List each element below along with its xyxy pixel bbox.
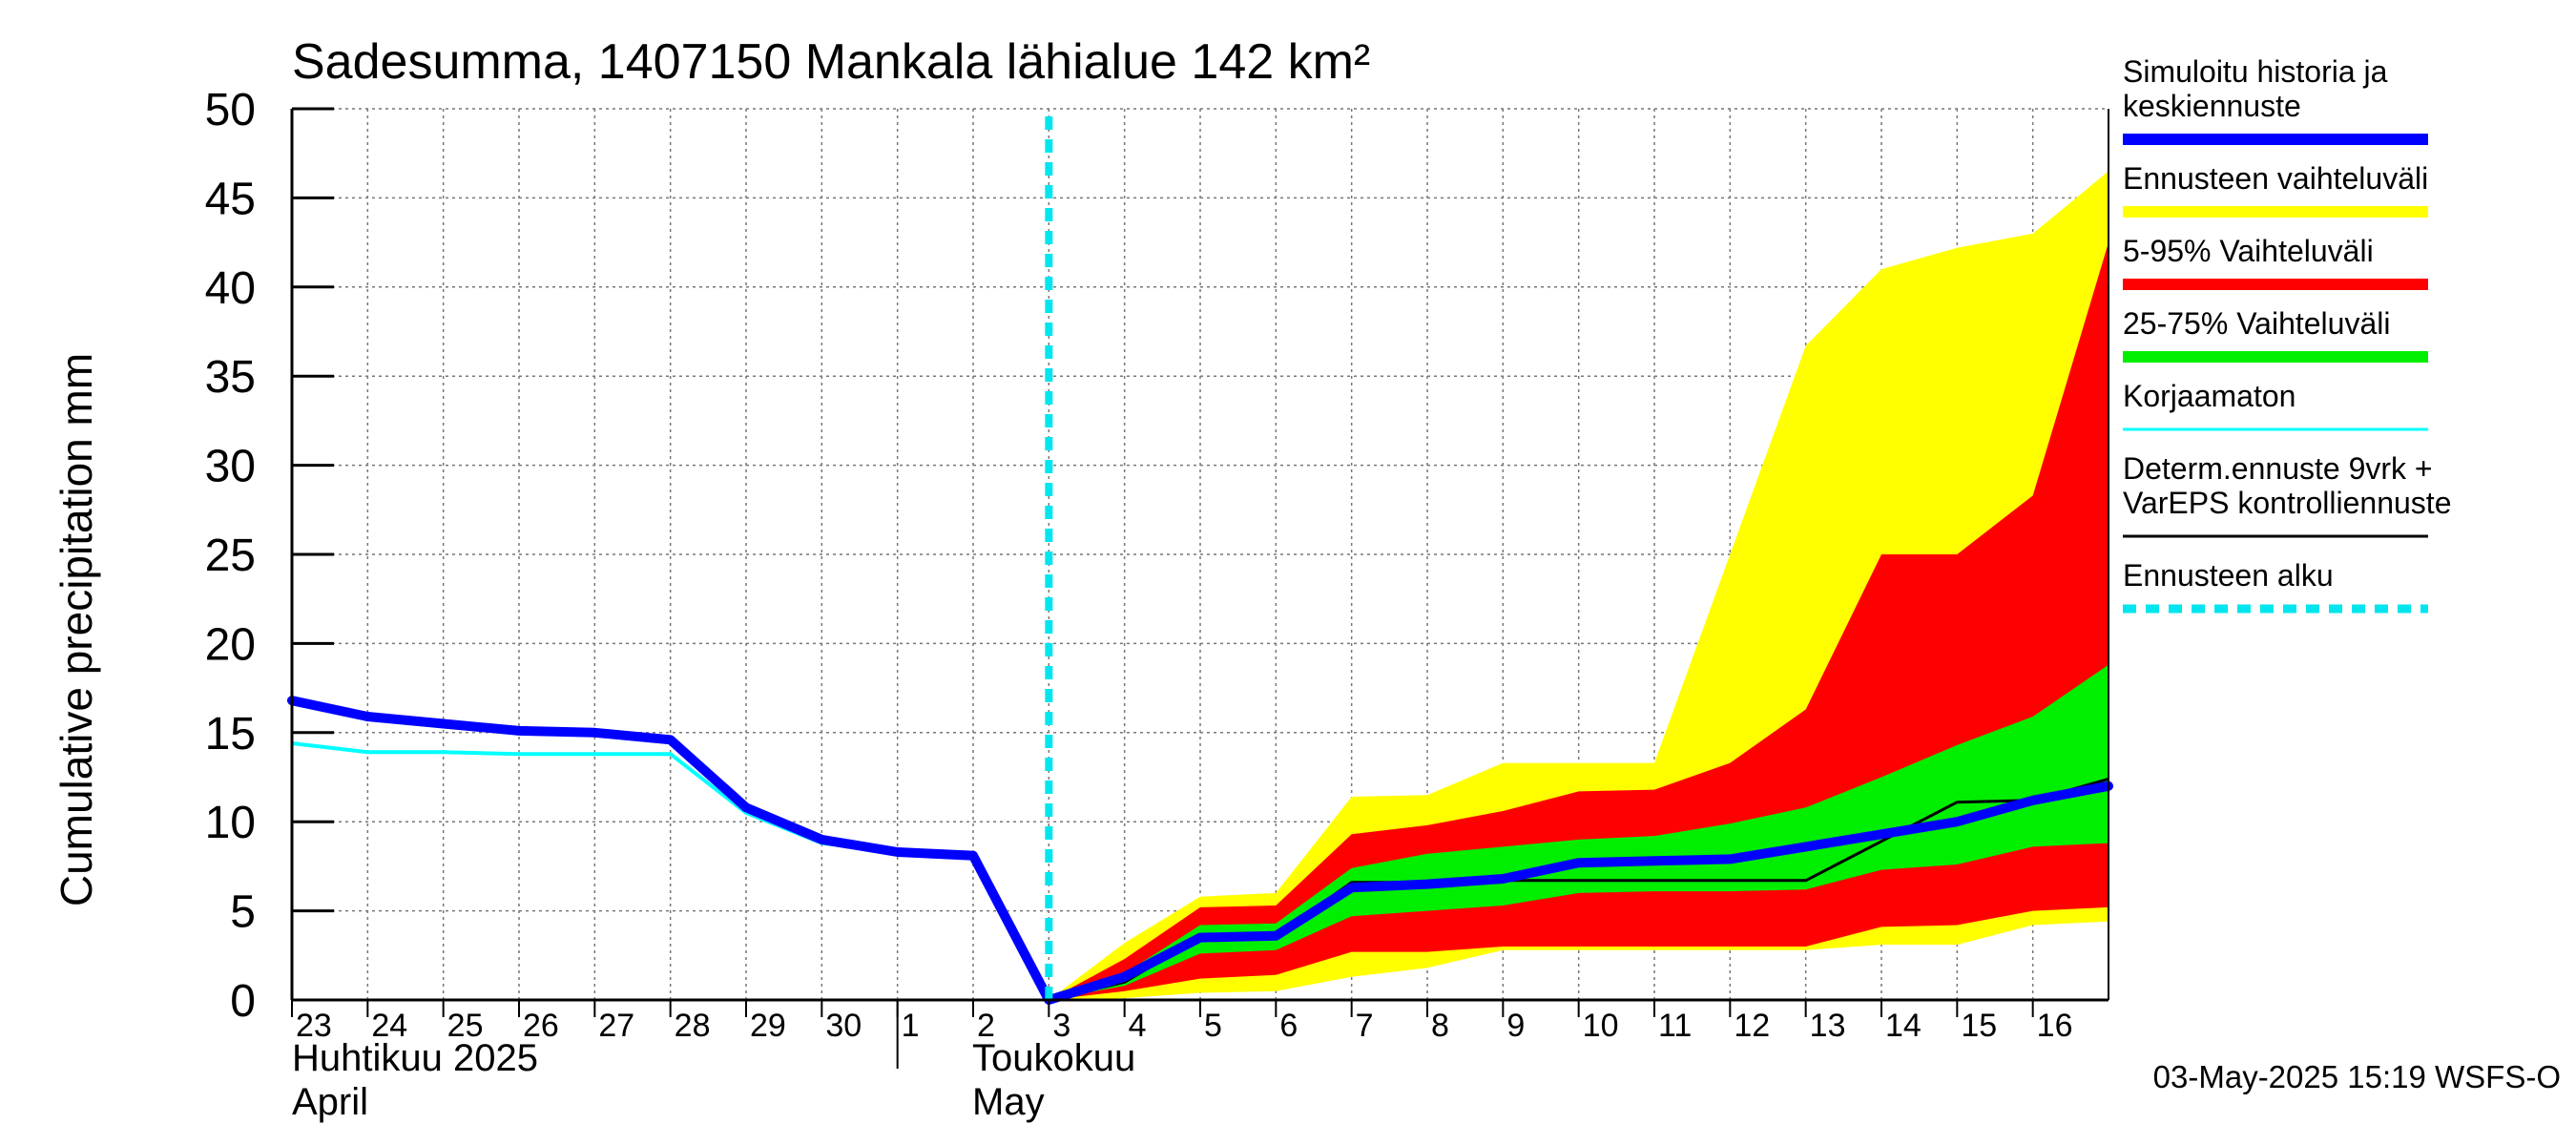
legend-label-0-0: Simuloitu historia ja xyxy=(2123,54,2388,89)
legend-label-6-0: Ennusteen alku xyxy=(2123,558,2334,593)
y-tick-label-40: 40 xyxy=(205,263,256,314)
x-tick-label-5: 5 xyxy=(1204,1008,1222,1044)
x-tick-label-23: 23 xyxy=(296,1008,332,1044)
y-tick-label-45: 45 xyxy=(205,174,256,224)
y-axis-label: Cumulative precipitation mm xyxy=(52,353,101,906)
x-tick-label-4: 4 xyxy=(1129,1008,1147,1044)
lines xyxy=(287,116,2113,1005)
x-tick-label-16: 16 xyxy=(2037,1008,2073,1044)
x-tick-label-7: 7 xyxy=(1356,1008,1374,1044)
x-tick-label-10: 10 xyxy=(1583,1008,1619,1044)
legend-label-5-1: VarEPS kontrolliennuste xyxy=(2123,486,2451,520)
simulated-line xyxy=(287,696,2113,1005)
y-tick-label-30: 30 xyxy=(205,442,256,492)
legend-label-1-0: Ennusteen vaihteluväli xyxy=(2123,161,2428,196)
month-label-april-en: April xyxy=(292,1081,368,1123)
legend-label-0-1: keskiennuste xyxy=(2123,89,2301,123)
month-label-april-fi: Huhtikuu 2025 xyxy=(292,1037,538,1079)
y-tick-label-0: 0 xyxy=(230,976,256,1027)
y-tick-label-15: 15 xyxy=(205,709,256,760)
legend-label-5-0: Determ.ennuste 9vrk + xyxy=(2123,451,2433,486)
x-tick-label-30: 30 xyxy=(825,1008,862,1044)
x-tick-label-29: 29 xyxy=(750,1008,786,1044)
x-tick-label-8: 8 xyxy=(1431,1008,1449,1044)
x-tick-label-2: 2 xyxy=(977,1008,995,1044)
x-tick-label-11: 11 xyxy=(1658,1008,1692,1044)
timestamp: 03-May-2025 15:19 WSFS-O xyxy=(2153,1059,2561,1094)
month-label-may-en: May xyxy=(972,1081,1045,1123)
month-label-may-fi: Toukokuu xyxy=(972,1037,1135,1079)
chart-title: Sadesumma, 1407150 Mankala lähialue 142 … xyxy=(292,34,1370,90)
y-tick-label-20: 20 xyxy=(205,619,256,670)
legend-label-2-0: 5-95% Vaihteluväli xyxy=(2123,234,2374,268)
x-tick-label-9: 9 xyxy=(1506,1008,1525,1044)
x-tick-label-26: 26 xyxy=(523,1008,559,1044)
x-tick-label-28: 28 xyxy=(675,1008,711,1044)
x-tick-label-25: 25 xyxy=(447,1008,484,1044)
y-tick-label-10: 10 xyxy=(205,798,256,848)
x-tick-label-15: 15 xyxy=(1961,1008,1997,1044)
y-tick-label-25: 25 xyxy=(205,531,256,581)
x-tick-label-13: 13 xyxy=(1810,1008,1846,1044)
legend-label-3-0: 25-75% Vaihteluväli xyxy=(2123,306,2390,341)
x-tick-label-6: 6 xyxy=(1279,1008,1298,1044)
x-tick-label-14: 14 xyxy=(1885,1008,1922,1044)
y-tick-label-50: 50 xyxy=(205,85,256,135)
x-tick-label-3: 3 xyxy=(1052,1008,1070,1044)
legend-label-4-0: Korjaamaton xyxy=(2123,379,2296,413)
y-tick-label-35: 35 xyxy=(205,352,256,403)
x-tick-label-27: 27 xyxy=(598,1008,634,1044)
uncorrected-line xyxy=(291,741,974,858)
y-tick-label-5: 5 xyxy=(230,887,256,938)
x-tick-label-24: 24 xyxy=(371,1008,407,1044)
x-tick-label-1: 1 xyxy=(902,1008,920,1044)
x-tick-label-12: 12 xyxy=(1734,1008,1770,1044)
